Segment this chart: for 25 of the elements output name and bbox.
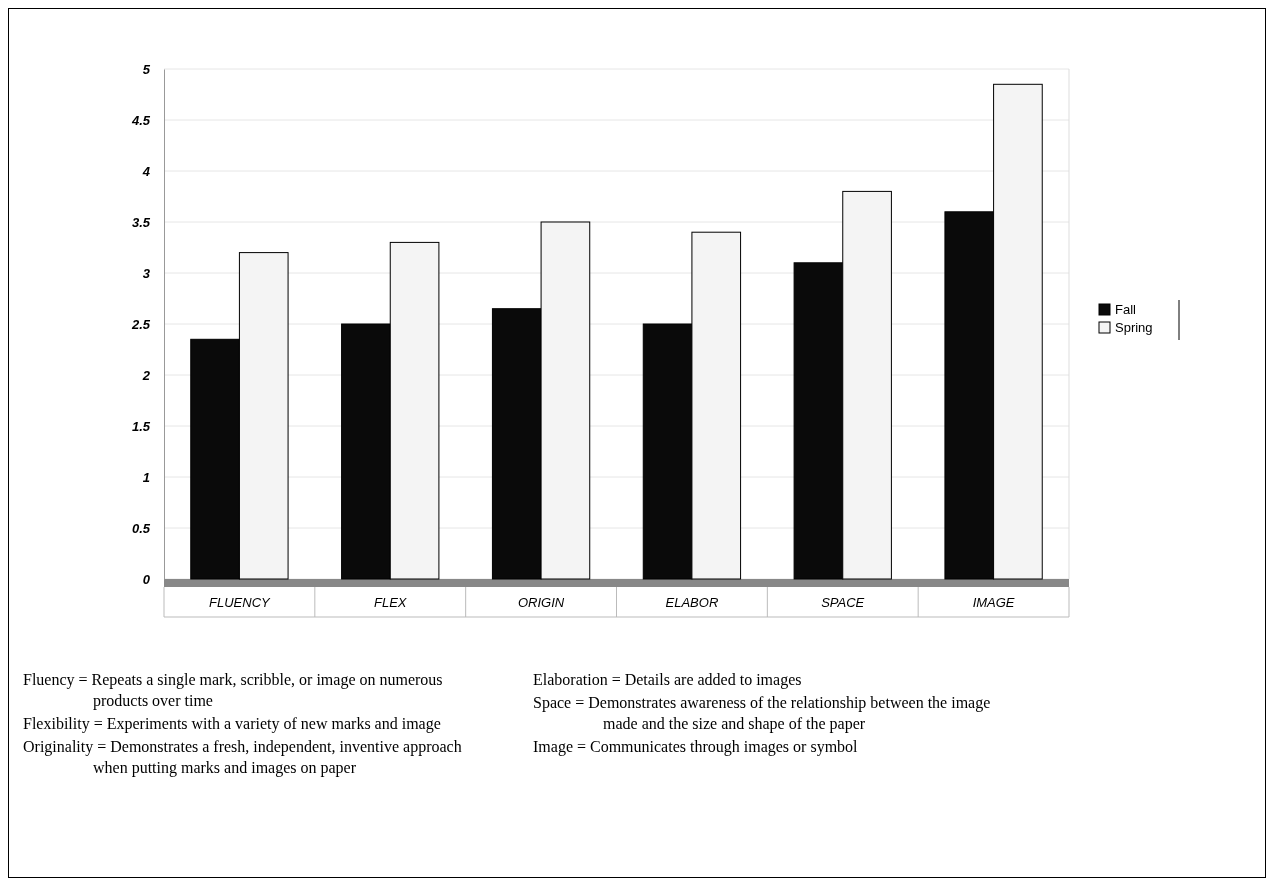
y-tick-label: 4.5 xyxy=(130,112,151,128)
text: Space = Demonstrates awareness of the relationship between the image made and the size and shape of the paper xyxy=(533,694,991,732)
y-tick-label: 0.5 xyxy=(131,520,151,536)
y-tick-label: 2.5 xyxy=(130,316,151,332)
x-tick-label: FLUENCY xyxy=(209,595,272,610)
y-tick-label: 3.5 xyxy=(131,214,151,230)
y-tick-label: 5 xyxy=(142,61,151,77)
x-tick-label: IMAGE xyxy=(972,595,1015,610)
text: Image = Communicates through images or symbol xyxy=(533,738,858,755)
x-tick-label: FLEX xyxy=(373,595,408,610)
y-tick-label: 1 xyxy=(142,469,150,485)
x-tick-label: ORIGIN xyxy=(517,595,565,610)
text: Fluency = Repeats a single mark, scribble, or image on numerous products over time xyxy=(23,671,443,709)
x-tick-label: ELABOR xyxy=(665,595,719,610)
text: Flexibility = Experiments with a variety of new marks and image xyxy=(23,715,441,732)
text: Originality = Demonstrates a fresh, independent, inventive approach when putting marks and images on paper xyxy=(23,738,462,776)
y-tick-label: 1.5 xyxy=(131,418,151,434)
y-tick-label: 3 xyxy=(142,265,151,281)
text: Elaboration = Details are added to images xyxy=(533,671,802,688)
legend-label: Spring xyxy=(1115,320,1153,335)
x-tick-label: SPACE xyxy=(821,595,865,610)
y-tick-label: 2 xyxy=(141,367,151,383)
y-tick-label: 4 xyxy=(141,163,151,179)
y-tick-label: 0 xyxy=(142,571,151,587)
legend-label: Fall xyxy=(1115,302,1137,317)
